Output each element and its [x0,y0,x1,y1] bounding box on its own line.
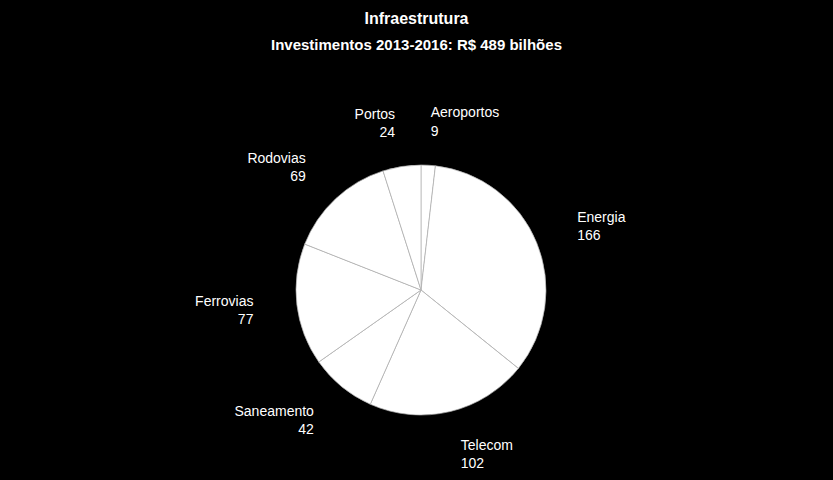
svg-text:Aeroportos9: Aeroportos9 [431,104,499,138]
html-text:Infraestrutura: Infraestrutura [364,10,469,27]
svg-text:Energia166: Energia166 [577,209,625,243]
svg-text:Telecom102: Telecom102 [461,437,513,471]
svg-text:Portos24: Portos24 [355,106,396,140]
svg-text:Rodovias69: Rodovias69 [247,150,306,184]
svg-text:Ferrovias77: Ferrovias77 [195,293,254,327]
html-text:Investimentos 2013-2016: R$ 48: Investimentos 2013-2016: R$ 489 bilhões [271,36,562,53]
svg-text:Saneamento42: Saneamento42 [235,403,315,437]
